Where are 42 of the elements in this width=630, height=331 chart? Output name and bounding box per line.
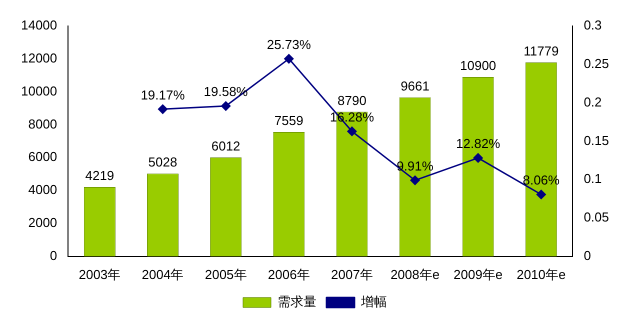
data-label: 10900 (460, 58, 496, 74)
x-tick-label: 2004年 (142, 266, 184, 282)
x-tick-label: 2005年 (204, 266, 247, 282)
data-label: 8790 (337, 92, 366, 108)
y2-tick-label: 0 (584, 248, 591, 263)
y-tick-label: 2000 (28, 215, 58, 230)
point (536, 190, 546, 200)
data-label: 5028 (148, 154, 178, 170)
point (410, 176, 420, 186)
y2-tick-label: 0.15 (584, 132, 610, 148)
y2-tick-label: 0.3 (584, 18, 602, 33)
data-label: 4219 (85, 168, 114, 184)
point (221, 101, 231, 111)
y-tick-label: 4000 (28, 182, 58, 198)
data-label: 6012 (211, 138, 240, 154)
x-tick-label: 2006年 (268, 266, 310, 282)
data-label: 9661 (400, 78, 430, 94)
data-label: 25.73% (266, 36, 312, 52)
y-tick-label: 0 (50, 248, 58, 263)
data-label: 11779 (524, 44, 559, 59)
point (284, 54, 294, 64)
data-label: 19.17% (140, 87, 186, 102)
y-tick-label: 6000 (28, 149, 58, 164)
y2-tick-label: 0.05 (584, 210, 610, 225)
y2-tick-label: 0.25 (584, 56, 610, 71)
y-tick-label: 12000 (20, 50, 58, 66)
data-label: 7559 (274, 113, 304, 128)
legend-label: 增幅 (360, 294, 387, 310)
x-tick-label: 2009年e (454, 266, 503, 282)
x-tick-label: 2003年 (78, 266, 121, 282)
y-tick-label: 10000 (20, 83, 58, 98)
x-tick-label: 2007年 (330, 266, 373, 282)
x-tick-label: 2008年e (390, 266, 440, 282)
legend-label: 需求量 (278, 294, 316, 310)
y-tick-label: 8000 (28, 116, 58, 132)
y2-tick-label: 0.2 (584, 94, 602, 110)
point (347, 126, 357, 136)
point (473, 153, 483, 163)
y2-tick-label: 0.1 (584, 171, 602, 186)
point (158, 104, 168, 114)
y-tick-label: 14000 (20, 18, 58, 33)
x-tick-label: 2010年e (516, 266, 566, 282)
